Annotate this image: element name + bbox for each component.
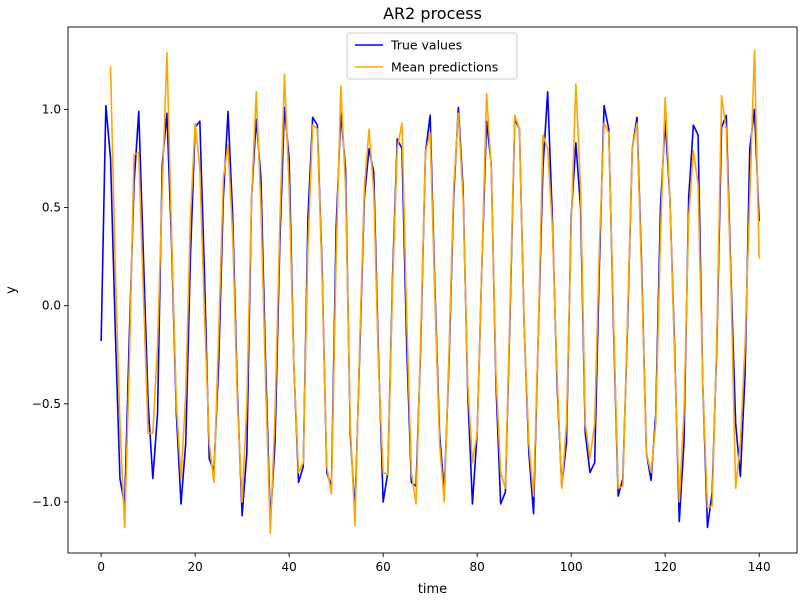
x-tick-label: 100 xyxy=(560,560,583,574)
y-tick-label: 1.0 xyxy=(42,102,61,116)
x-tick-label: 140 xyxy=(748,560,771,574)
y-axis-label: y xyxy=(4,286,19,294)
series-line-mean-predictions xyxy=(109,49,760,535)
x-axis-ticks: 0 20 40 60 80 100 120 140 xyxy=(97,553,771,574)
x-tick-label: 60 xyxy=(376,560,391,574)
x-tick-label: 0 xyxy=(97,560,105,574)
legend-box xyxy=(346,32,518,80)
legend-label: Mean predictions xyxy=(391,60,498,75)
series-layer xyxy=(100,49,760,535)
y-tick-label: −0.5 xyxy=(32,397,61,411)
legend: True values Mean predictions xyxy=(346,32,518,80)
axes-frame xyxy=(67,26,798,554)
x-axis-label: time xyxy=(418,582,447,597)
x-tick-label: 40 xyxy=(282,560,297,574)
y-tick-label: 0.5 xyxy=(42,201,61,215)
y-tick-label: −1.0 xyxy=(32,495,61,509)
x-tick-label: 20 xyxy=(187,560,202,574)
legend-label: True values xyxy=(390,38,462,53)
y-tick-label: 0.0 xyxy=(42,299,61,313)
chart-title: AR2 process xyxy=(383,4,482,23)
y-axis-ticks: −1.0 −0.5 0.0 0.5 1.0 xyxy=(32,102,68,509)
x-tick-label: 120 xyxy=(654,560,677,574)
x-tick-label: 80 xyxy=(470,560,485,574)
